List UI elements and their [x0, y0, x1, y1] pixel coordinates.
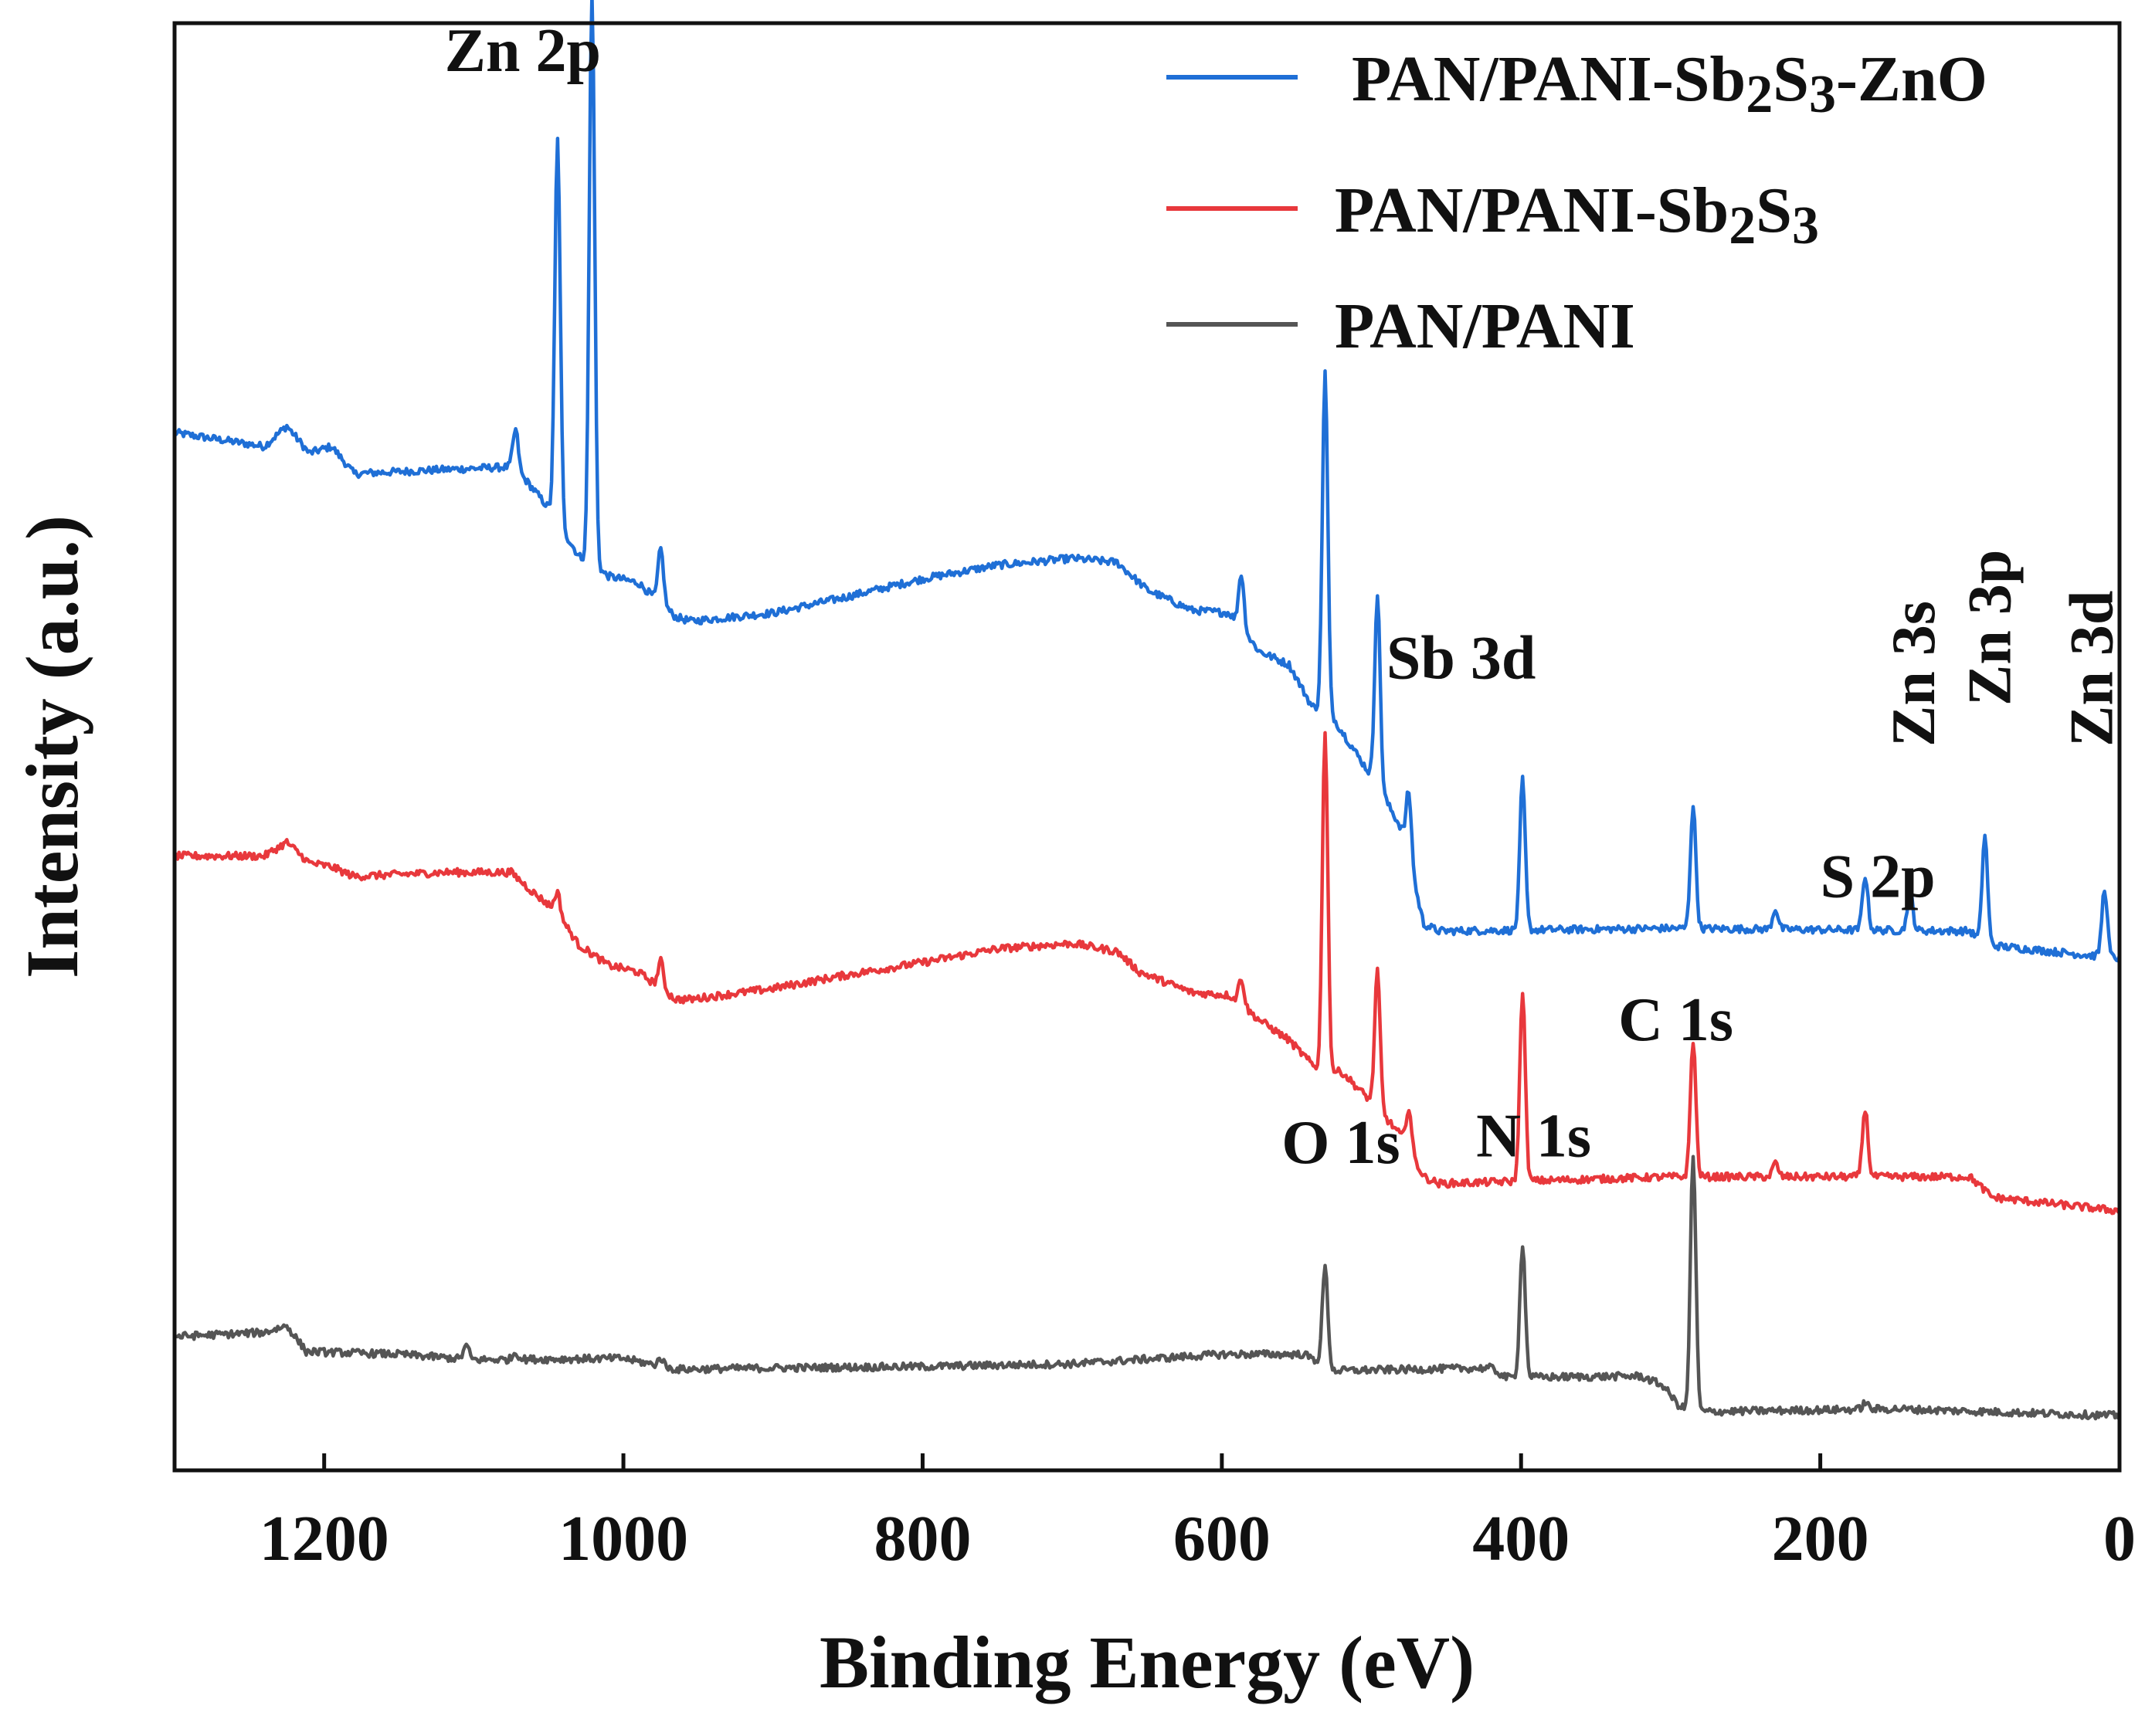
- x-tick-label: 200: [1772, 1503, 1869, 1575]
- legend-label: PAN/PANI: [1335, 290, 1635, 362]
- x-tick-label: 400: [1472, 1503, 1570, 1575]
- peak-label: Zn 3p: [1957, 550, 2025, 706]
- axes-layer: [172, 21, 2122, 1473]
- x-tick-label: 800: [874, 1503, 971, 1575]
- peak-label: N 1s: [1476, 1102, 1591, 1170]
- peak-label: C 1s: [1618, 986, 1733, 1054]
- peak-label: Zn 2p: [445, 17, 601, 85]
- y-axis-title: Intensity (a.u.): [11, 515, 93, 978]
- x-tick-label: 1000: [558, 1503, 688, 1575]
- legend: PAN/PANI-Sb2S3-ZnO PAN/PANI-Sb2S3 PAN/PANI: [1166, 43, 1987, 362]
- x-tick-label: 600: [1173, 1503, 1271, 1575]
- peak-label: Zn 3s: [1880, 601, 1948, 747]
- peak-label: S 2p: [1821, 843, 1936, 911]
- legend-label: PAN/PANI-Sb2S3-ZnO: [1352, 43, 1987, 124]
- series-line-3: [172, 1155, 2122, 1421]
- series-line-2: [172, 731, 2122, 1216]
- x-axis-title: Binding Energy (eV): [820, 1621, 1475, 1704]
- x-tick-label: 1200: [260, 1503, 389, 1575]
- peak-label: Sb 3d: [1386, 625, 1536, 693]
- series-line-1: [172, 0, 2122, 963]
- plot-frame: [172, 21, 2122, 1473]
- series-layer: [172, 0, 2122, 1421]
- peak-label: Zn 3d: [2058, 591, 2126, 747]
- peak-annotations: Zn 2p Sb 3d S 2p C 1s O 1s N 1s Zn 3s Zn 3p Zn 3…: [445, 17, 2126, 1177]
- legend-label: PAN/PANI-Sb2S3: [1335, 175, 1819, 256]
- peak-label: O 1s: [1281, 1109, 1400, 1177]
- x-axis-ticks: 1200 1000 800 600 400 200 0: [260, 1453, 2136, 1575]
- x-tick-label: 0: [2103, 1503, 2136, 1575]
